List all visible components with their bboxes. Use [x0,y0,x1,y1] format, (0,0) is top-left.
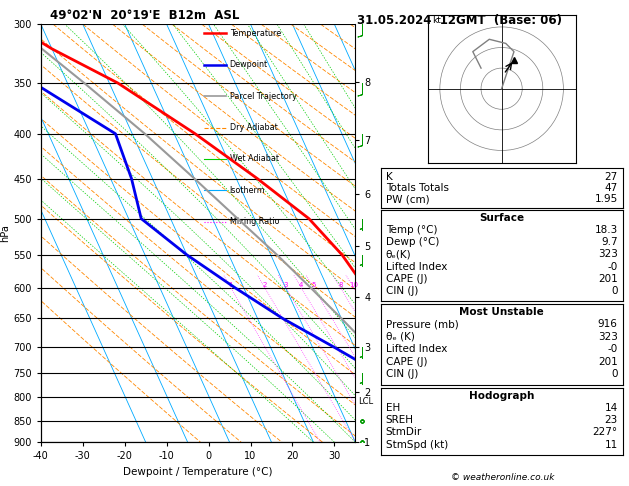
Point [207,219,214,225]
X-axis label: Dewpoint / Temperature (°C): Dewpoint / Temperature (°C) [123,467,273,477]
Text: 1.95: 1.95 [594,194,618,204]
Point [207,156,214,162]
Text: Dewp (°C): Dewp (°C) [386,237,439,247]
Text: 0: 0 [611,369,618,380]
Text: 323: 323 [598,332,618,342]
Text: 9.7: 9.7 [601,237,618,247]
Text: kt: kt [431,16,440,25]
Text: 23: 23 [604,415,618,425]
Text: LCL: LCL [359,397,374,406]
Text: 5: 5 [311,281,316,288]
Point [208,124,215,130]
Text: Wet Adiabat: Wet Adiabat [230,155,279,163]
Text: 916: 916 [598,319,618,329]
Text: Dewpoint: Dewpoint [230,60,268,69]
Text: Parcel Trajectory: Parcel Trajectory [230,92,296,101]
Text: 49°02'N  20°19'E  B12m  ASL: 49°02'N 20°19'E B12m ASL [50,9,240,22]
Point [208,156,215,162]
Text: Pressure (mb): Pressure (mb) [386,319,459,329]
Text: 323: 323 [598,249,618,260]
Text: 4: 4 [299,281,303,288]
Text: 47: 47 [604,183,618,193]
Text: 201: 201 [598,274,618,284]
Point [207,124,214,130]
Point [207,62,214,68]
Y-axis label: km
ASL: km ASL [387,224,404,243]
Text: PW (cm): PW (cm) [386,194,429,204]
Text: Isotherm: Isotherm [230,186,265,195]
Text: SREH: SREH [386,415,414,425]
Text: Lifted Index: Lifted Index [386,345,447,354]
Y-axis label: hPa: hPa [1,225,11,242]
Point [208,219,215,225]
Point [208,187,215,193]
Text: -0: -0 [608,261,618,272]
Text: 31.05.2024  12GMT  (Base: 06): 31.05.2024 12GMT (Base: 06) [357,14,562,27]
Text: 1: 1 [228,281,233,288]
Text: StmSpd (kt): StmSpd (kt) [386,439,448,450]
Text: 3: 3 [284,281,288,288]
Text: CAPE (J): CAPE (J) [386,274,427,284]
Point [208,93,215,99]
Text: θₑ (K): θₑ (K) [386,332,415,342]
Text: CIN (J): CIN (J) [386,286,418,296]
Text: EH: EH [386,403,400,413]
Text: Temperature: Temperature [230,29,281,38]
Text: 18.3: 18.3 [594,225,618,235]
Point [207,93,214,99]
Point [207,31,214,36]
Text: -0: -0 [608,345,618,354]
Text: CAPE (J): CAPE (J) [386,357,427,367]
Text: Totals Totals: Totals Totals [386,183,448,193]
Text: StmDir: StmDir [386,427,422,437]
Text: 227°: 227° [593,427,618,437]
Text: 10: 10 [349,281,358,288]
Text: Most Unstable: Most Unstable [459,307,544,317]
Text: θₑ(K): θₑ(K) [386,249,411,260]
Text: Temp (°C): Temp (°C) [386,225,437,235]
Text: 27: 27 [604,172,618,182]
Text: © weatheronline.co.uk: © weatheronline.co.uk [452,473,555,482]
Text: 2: 2 [262,281,267,288]
Text: Lifted Index: Lifted Index [386,261,447,272]
Text: Hodograph: Hodograph [469,391,534,401]
Text: 14: 14 [604,403,618,413]
Text: Surface: Surface [479,213,524,223]
Point [208,31,215,36]
Text: CIN (J): CIN (J) [386,369,418,380]
Point [208,62,215,68]
Text: Dry Adiabat: Dry Adiabat [230,123,277,132]
Text: 11: 11 [604,439,618,450]
Point [207,187,214,193]
Text: 0: 0 [611,286,618,296]
Text: Mixing Ratio: Mixing Ratio [230,217,279,226]
Text: K: K [386,172,392,182]
Text: 201: 201 [598,357,618,367]
Text: 8: 8 [338,281,343,288]
